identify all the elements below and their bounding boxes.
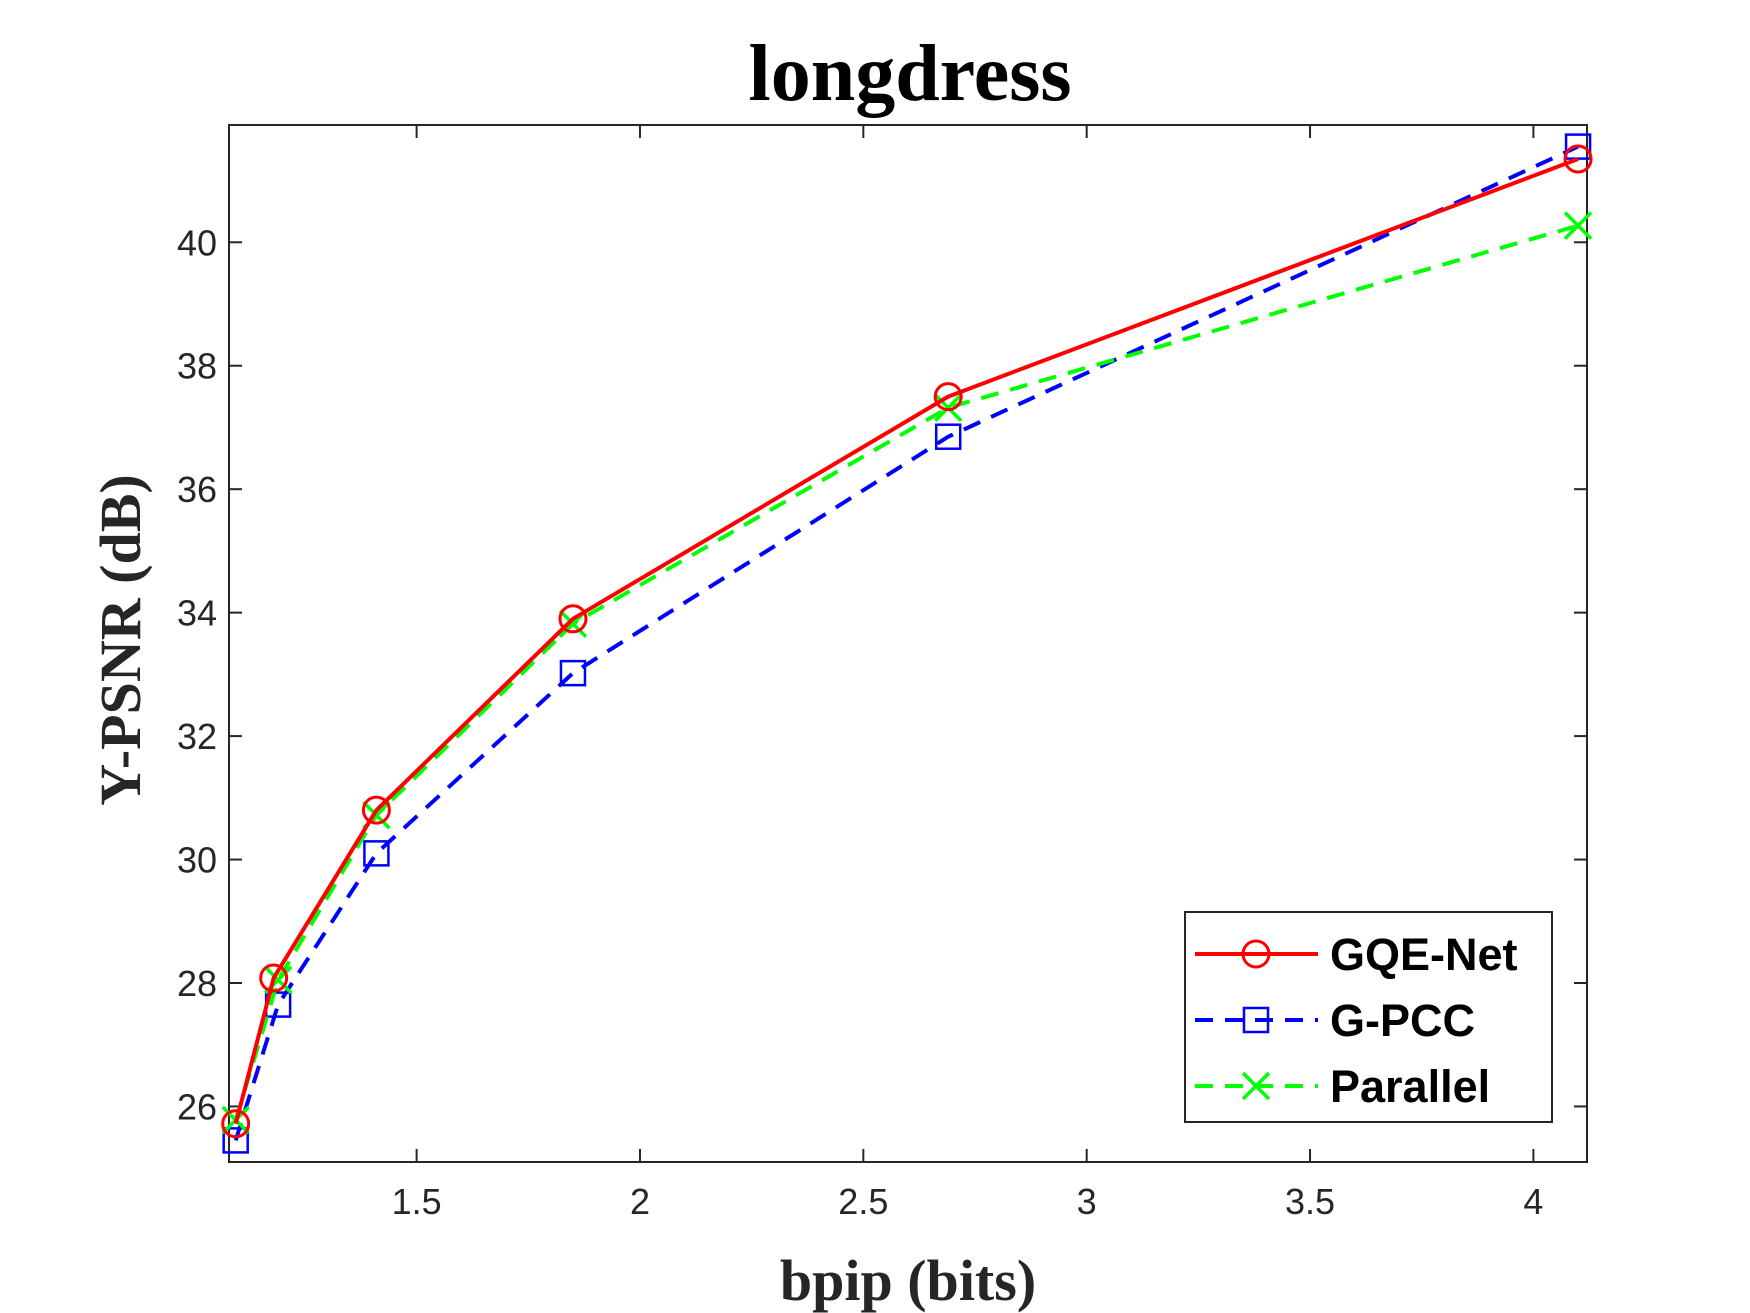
x-tick-label: 2.5 <box>838 1181 888 1222</box>
series-line-parallel <box>233 223 1579 1121</box>
data-point-gqe-net <box>259 963 289 993</box>
y-tick-label: 32 <box>177 716 217 757</box>
legend-marker-parallel <box>1241 1071 1271 1101</box>
data-point-g-pcc <box>559 659 587 687</box>
data-point-g-pcc <box>934 423 962 450</box>
data-point-gqe-net <box>1563 144 1593 174</box>
legend-item-g-pcc: G-PCC <box>1195 995 1475 1046</box>
y-tick-label: 38 <box>177 346 217 387</box>
legend-label-gqe-net: GQE-Net <box>1330 929 1518 980</box>
data-point-g-pcc <box>363 840 390 867</box>
x-tick-label: 4 <box>1523 1181 1543 1222</box>
legend-label-parallel: Parallel <box>1330 1061 1490 1112</box>
data-point-parallel <box>1563 211 1593 240</box>
x-marker-stroke <box>1241 1071 1271 1101</box>
chart-title: longdress <box>748 30 1071 118</box>
data-point-gqe-net <box>361 795 391 825</box>
legend-marker-g-pcc <box>1242 1006 1270 1034</box>
y-axis-label: Y-PSNR (dB) <box>88 474 153 805</box>
x-tick-label: 3 <box>1077 1181 1097 1222</box>
series-gqe-net <box>221 144 1593 1139</box>
series-line-g-pcc <box>233 144 1579 1141</box>
data-point-gqe-net <box>558 604 588 634</box>
x-tick-label: 1.5 <box>392 1181 442 1222</box>
x-axis-label: bpip (bits) <box>780 1248 1036 1313</box>
data-point-g-pcc <box>222 1127 249 1154</box>
legend-marker-gqe-net <box>1241 939 1271 969</box>
y-tick-label: 36 <box>177 469 217 510</box>
series-layer <box>221 133 1593 1154</box>
y-tick-label: 28 <box>177 963 217 1004</box>
x-tick-label: 2 <box>630 1181 650 1222</box>
y-tick-label: 26 <box>177 1086 217 1127</box>
y-axis: 26 28 30 32 34 36 38 40 <box>177 222 1587 1127</box>
y-tick-label: 34 <box>177 593 217 634</box>
data-point-gqe-net <box>933 382 963 412</box>
legend: GQE-Net G-PCC Parallel <box>1184 911 1553 1123</box>
data-point-parallel <box>933 393 963 422</box>
x-tick-label: 3.5 <box>1285 1181 1335 1222</box>
legend-item-parallel: Parallel <box>1195 1061 1490 1112</box>
x-marker-stroke <box>1563 211 1593 240</box>
data-point-g-pcc <box>1564 133 1592 160</box>
legend-item-gqe-net: GQE-Net <box>1195 929 1518 980</box>
legend-items: GQE-Net G-PCC Parallel <box>1195 929 1518 1112</box>
series-line-gqe-net <box>233 157 1579 1125</box>
y-tick-label: 40 <box>177 222 217 263</box>
x-axis: 1.5 2 2.5 3 3.5 4 <box>392 125 1543 1222</box>
x-marker-stroke <box>933 393 963 422</box>
legend-label-g-pcc: G-PCC <box>1330 995 1475 1046</box>
data-point-gqe-net <box>221 1109 251 1139</box>
y-tick-label: 30 <box>177 840 217 881</box>
